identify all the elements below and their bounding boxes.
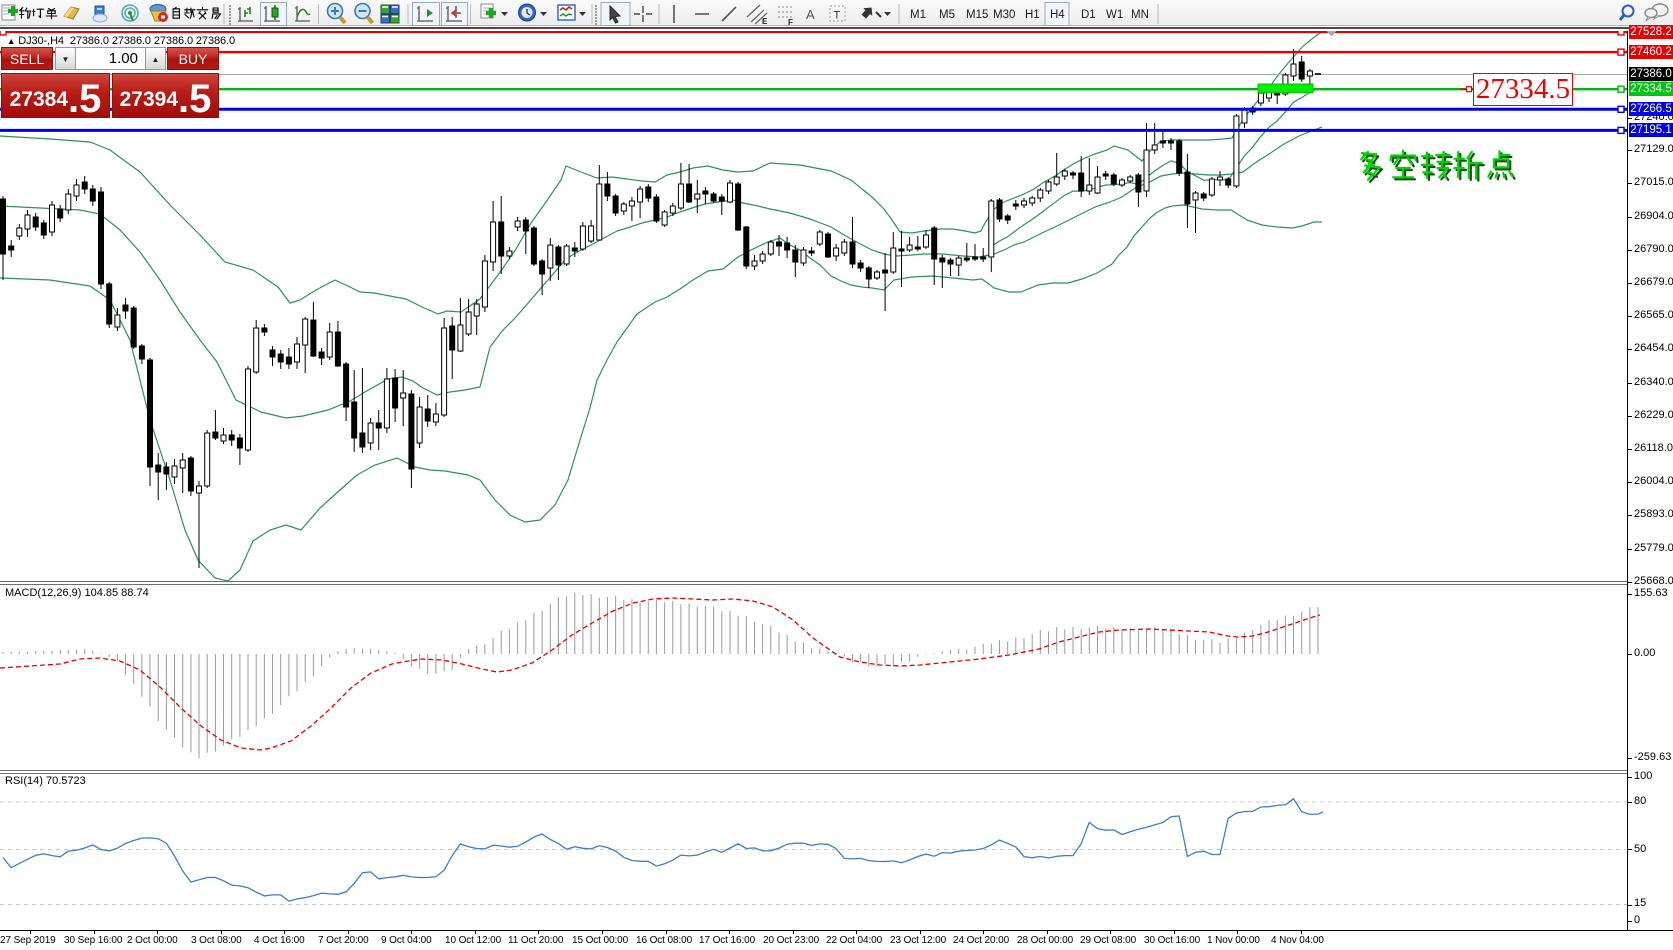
svg-text:A: A bbox=[806, 7, 815, 22]
svg-text:H1: H1 bbox=[1025, 9, 1040, 21]
svg-text:H4: H4 bbox=[1050, 9, 1065, 21]
svg-text:E: E bbox=[762, 17, 768, 26]
svg-text:M15: M15 bbox=[966, 9, 988, 21]
svg-text:M5: M5 bbox=[939, 9, 955, 21]
svg-text:MN: MN bbox=[1131, 9, 1149, 21]
svg-text:F: F bbox=[788, 18, 793, 27]
svg-text:M1: M1 bbox=[910, 9, 926, 21]
svg-text:T: T bbox=[834, 10, 841, 22]
svg-text:W1: W1 bbox=[1106, 9, 1123, 21]
svg-text:M30: M30 bbox=[993, 9, 1015, 21]
svg-text:D1: D1 bbox=[1081, 9, 1096, 21]
